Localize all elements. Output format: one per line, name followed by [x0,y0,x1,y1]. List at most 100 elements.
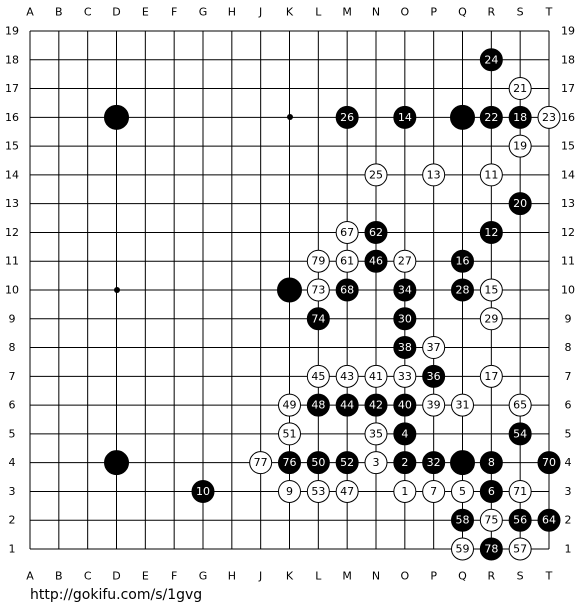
black-stone [104,450,129,476]
white-stone [508,77,532,101]
white-stone [335,249,359,273]
move-number: 45 [311,370,325,383]
move-number: 44 [340,399,354,412]
black-stone [393,451,417,475]
move-number: 73 [311,284,325,297]
white-stone [364,422,388,446]
row-label: 4 [9,456,16,469]
move-number: 62 [369,226,383,239]
white-stone [422,393,446,417]
row-label: 19 [561,25,575,38]
black-stone [393,336,417,360]
move-number: 22 [484,111,498,124]
white-stone [306,479,330,503]
white-stone [393,364,417,388]
white-stone [508,134,532,158]
move-number: 18 [513,111,527,124]
move-number: 2 [401,456,408,469]
row-label: 14 [5,168,19,181]
move-number: 27 [398,255,412,268]
row-label: 15 [5,140,19,153]
white-stone [508,393,532,417]
move-number: 65 [513,399,527,412]
white-stone [364,451,388,475]
move-number: 23 [542,111,556,124]
move-number: 26 [340,111,354,124]
white-stone [508,479,532,503]
black-stone [508,105,532,129]
move-number: 10 [196,485,210,498]
move-number: 31 [456,399,470,412]
column-label: D [112,570,120,583]
move-number: 74 [311,312,325,325]
row-label: 7 [9,370,16,383]
row-label: 17 [561,82,575,95]
move-number: 52 [340,456,354,469]
black-stone [393,278,417,302]
column-label: G [199,570,208,583]
move-number: 29 [484,312,498,325]
white-stone [335,479,359,503]
move-number: 40 [398,399,412,412]
move-number: 43 [340,370,354,383]
column-label: Q [458,570,467,583]
row-label: 3 [9,485,16,498]
row-label: 6 [9,399,16,412]
star-point [287,114,293,120]
column-label: J [258,570,262,583]
white-stone [335,364,359,388]
move-number: 57 [513,543,527,556]
black-stone [277,277,302,303]
black-stone [479,479,503,503]
move-number: 79 [311,255,325,268]
black-stone [364,393,388,417]
move-number: 76 [283,456,297,469]
black-stone [306,451,330,475]
black-stone [306,393,330,417]
row-label: 7 [565,370,572,383]
row-label: 1 [565,543,572,556]
move-number: 1 [401,485,408,498]
row-label: 4 [565,456,572,469]
move-number: 54 [513,427,527,440]
white-stone [479,278,503,302]
row-label: 2 [565,514,572,527]
black-stone [364,249,388,273]
column-label: B [55,6,63,19]
column-label: Q [458,6,467,19]
column-label: T [545,6,553,19]
move-number: 42 [369,399,383,412]
black-stone [451,508,474,532]
move-number: 77 [254,456,268,469]
move-number: 21 [513,82,527,95]
black-stone [104,104,129,130]
black-stone [393,105,417,129]
white-stone [278,393,301,417]
row-label: 2 [9,514,16,527]
row-label: 12 [5,226,19,239]
white-stone [422,163,446,187]
white-stone [479,508,503,532]
move-number: 58 [456,514,470,527]
black-stone [479,451,503,475]
row-label: 13 [5,197,19,210]
column-label: K [286,570,294,583]
white-stone [393,479,417,503]
move-number: 8 [488,456,495,469]
move-number: 13 [427,168,441,181]
row-label: 10 [561,284,575,297]
white-stone [278,479,301,503]
move-number: 41 [369,370,383,383]
column-label: S [517,6,524,19]
move-number: 24 [484,53,498,66]
white-stone [451,537,474,561]
black-stone [393,422,417,446]
row-label: 13 [561,197,575,210]
move-number: 28 [456,284,470,297]
row-label: 14 [561,168,575,181]
move-number: 48 [311,399,325,412]
move-number: 7 [430,485,437,498]
column-label: F [171,6,177,19]
